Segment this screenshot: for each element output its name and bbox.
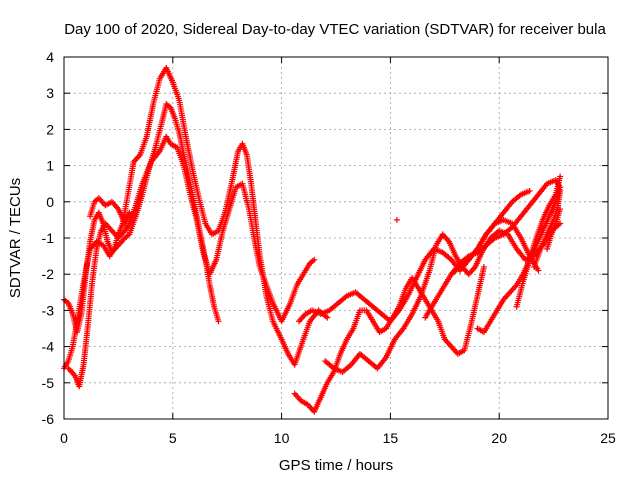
y-tick-label: 0: [46, 194, 54, 210]
series-arc-5: [291, 263, 487, 415]
data-point: [393, 216, 400, 223]
y-tick-label: -5: [42, 375, 55, 391]
x-tick-label: 15: [383, 430, 399, 446]
series-arc-14: [393, 216, 400, 223]
data-point: [126, 209, 133, 216]
data-point: [215, 318, 222, 325]
x-tick-label: 25: [600, 430, 616, 446]
y-tick-label: -2: [42, 266, 55, 282]
y-axis-label: SDTVAR / TECUs: [7, 178, 24, 298]
series-arc-7: [322, 220, 564, 375]
series-arc-9: [448, 187, 533, 278]
series-arc-4: [87, 195, 133, 227]
series-arc-11: [513, 173, 564, 310]
series-arc-13: [544, 206, 564, 252]
x-tick-label: 20: [491, 430, 507, 446]
y-tick-label: 3: [46, 85, 54, 101]
series-arc-3: [65, 133, 318, 390]
y-tick-label: 2: [46, 121, 54, 137]
data-point: [535, 267, 542, 274]
data-point: [526, 187, 533, 194]
chart-title: Day 100 of 2020, Sidereal Day-to-day VTE…: [64, 21, 606, 38]
x-tick-label: 0: [60, 430, 68, 446]
data-point: [311, 256, 318, 263]
data-point: [480, 263, 487, 270]
data-series: [61, 64, 564, 415]
y-tick-label: -1: [42, 230, 55, 246]
y-tick-label: 4: [46, 49, 54, 65]
data-point: [557, 173, 564, 180]
grid: [64, 57, 608, 419]
data-point: [557, 187, 564, 194]
data-point: [557, 206, 564, 213]
y-tick-label: 1: [46, 158, 54, 174]
series-arc-2: [61, 64, 331, 372]
axis-ticks: 0 5 10 15 20 25 -6 -5 -4 -3 -2 -1 0 1 2 3 4: [42, 49, 616, 446]
y-tick-label: -6: [42, 411, 55, 427]
y-tick-label: -4: [42, 339, 55, 355]
x-axis-label: GPS time / hours: [279, 457, 393, 474]
y-tick-label: -3: [42, 302, 55, 318]
data-point: [324, 314, 331, 321]
x-tick-label: 5: [169, 430, 177, 446]
x-tick-label: 10: [274, 430, 290, 446]
